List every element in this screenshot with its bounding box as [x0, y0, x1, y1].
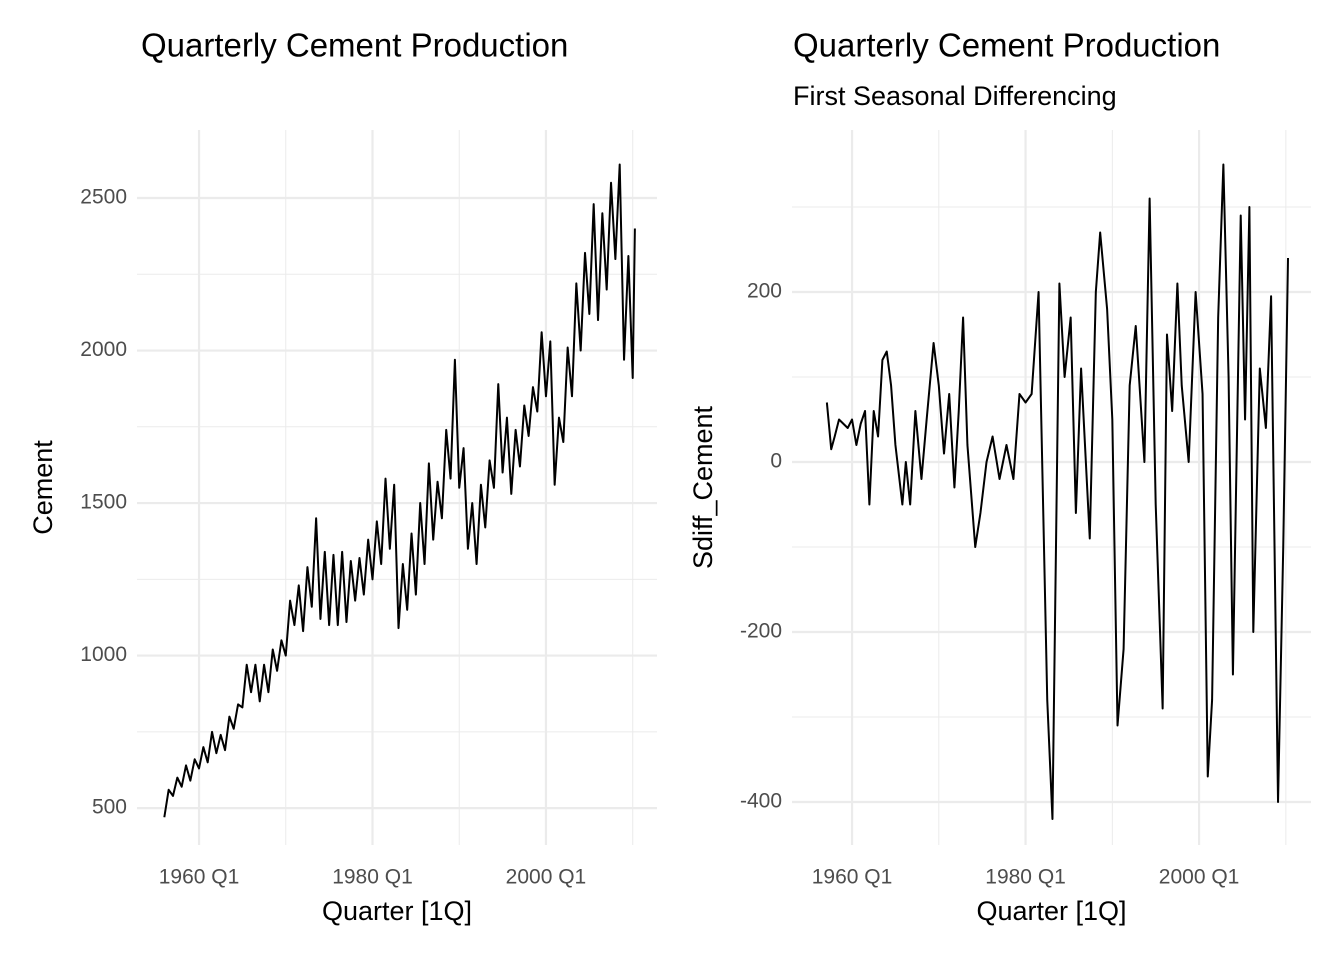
y-tick-label: -200 — [740, 620, 782, 643]
x-tick-label: 1980 Q1 — [985, 866, 1066, 889]
x-tick-label: 1960 Q1 — [812, 866, 893, 889]
series-line — [163, 163, 636, 818]
y-axis-title: Sdiff_Cement — [688, 405, 718, 569]
y-tick-label: 200 — [747, 280, 782, 303]
chart-subtitle: First Seasonal Differencing — [793, 81, 1117, 111]
y-tick-label: 2000 — [80, 338, 127, 361]
chart-title: Quarterly Cement Production — [141, 27, 568, 64]
y-axis-title: Cement — [28, 440, 58, 535]
x-tick-label: 2000 Q1 — [1159, 866, 1240, 889]
chart-title: Quarterly Cement Production — [793, 27, 1220, 64]
y-tick-label: 2500 — [80, 186, 127, 209]
y-tick-label: 1000 — [80, 643, 127, 666]
x-axis-title: Quarter [1Q] — [322, 896, 472, 926]
x-tick-label: 2000 Q1 — [506, 866, 587, 889]
x-axis-title: Quarter [1Q] — [976, 896, 1126, 926]
x-tick-label: 1980 Q1 — [332, 866, 413, 889]
series-line — [825, 163, 1290, 820]
y-tick-label: 1500 — [80, 491, 127, 514]
y-tick-label: 500 — [92, 796, 127, 819]
y-tick-label: 0 — [770, 450, 782, 473]
y-tick-label: -400 — [740, 790, 782, 813]
x-tick-label: 1960 Q1 — [159, 866, 240, 889]
